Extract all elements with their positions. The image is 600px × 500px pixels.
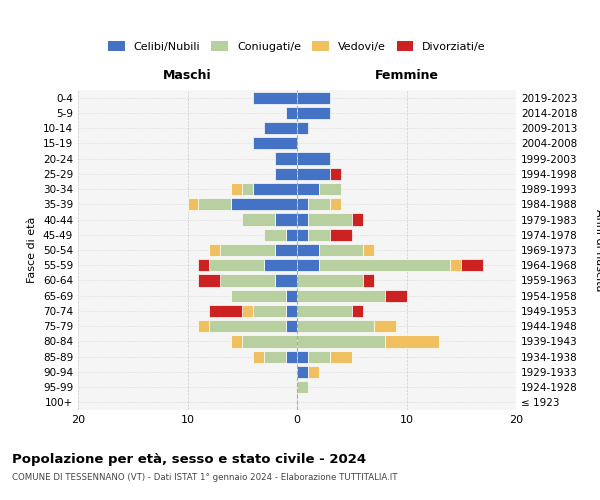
- Bar: [385, 336, 439, 347]
- Bar: [286, 228, 297, 241]
- Bar: [199, 198, 232, 210]
- Bar: [275, 214, 297, 226]
- Bar: [242, 305, 253, 317]
- Bar: [275, 168, 297, 180]
- Bar: [232, 183, 242, 195]
- Bar: [253, 350, 264, 363]
- Bar: [297, 198, 308, 210]
- Bar: [242, 183, 253, 195]
- Bar: [275, 274, 297, 286]
- Bar: [450, 259, 461, 272]
- Bar: [308, 198, 330, 210]
- Bar: [385, 290, 407, 302]
- Y-axis label: Anni di nascita: Anni di nascita: [594, 209, 600, 291]
- Bar: [275, 152, 297, 164]
- Bar: [297, 290, 385, 302]
- Bar: [330, 168, 341, 180]
- Bar: [232, 336, 242, 347]
- Bar: [253, 137, 297, 149]
- Bar: [374, 320, 395, 332]
- Bar: [209, 259, 264, 272]
- Y-axis label: Fasce di età: Fasce di età: [28, 217, 37, 283]
- Bar: [264, 350, 286, 363]
- Bar: [352, 214, 362, 226]
- Bar: [297, 259, 319, 272]
- Bar: [286, 305, 297, 317]
- Bar: [297, 274, 362, 286]
- Bar: [242, 214, 275, 226]
- Bar: [232, 290, 286, 302]
- Bar: [209, 244, 220, 256]
- Bar: [297, 152, 330, 164]
- Bar: [242, 336, 297, 347]
- Bar: [253, 183, 297, 195]
- Bar: [253, 305, 286, 317]
- Bar: [297, 366, 308, 378]
- Bar: [199, 274, 220, 286]
- Bar: [362, 244, 374, 256]
- Bar: [297, 168, 330, 180]
- Bar: [232, 198, 297, 210]
- Bar: [319, 183, 341, 195]
- Bar: [308, 228, 330, 241]
- Bar: [297, 336, 385, 347]
- Bar: [199, 259, 209, 272]
- Bar: [286, 107, 297, 119]
- Bar: [362, 274, 374, 286]
- Bar: [286, 320, 297, 332]
- Bar: [220, 244, 275, 256]
- Bar: [297, 107, 330, 119]
- Bar: [286, 290, 297, 302]
- Bar: [209, 320, 286, 332]
- Bar: [286, 350, 297, 363]
- Text: Popolazione per età, sesso e stato civile - 2024: Popolazione per età, sesso e stato civil…: [12, 452, 366, 466]
- Bar: [297, 214, 308, 226]
- Bar: [264, 122, 297, 134]
- Bar: [330, 350, 352, 363]
- Bar: [319, 244, 362, 256]
- Bar: [352, 305, 362, 317]
- Bar: [330, 198, 341, 210]
- Bar: [308, 214, 352, 226]
- Bar: [297, 350, 308, 363]
- Bar: [297, 92, 330, 104]
- Bar: [264, 228, 286, 241]
- Bar: [275, 244, 297, 256]
- Bar: [297, 320, 374, 332]
- Bar: [187, 198, 199, 210]
- Text: COMUNE DI TESSENNANO (VT) - Dati ISTAT 1° gennaio 2024 - Elaborazione TUTTITALIA: COMUNE DI TESSENNANO (VT) - Dati ISTAT 1…: [12, 472, 398, 482]
- Bar: [253, 92, 297, 104]
- Bar: [199, 320, 209, 332]
- Text: Maschi: Maschi: [163, 69, 212, 82]
- Text: Femmine: Femmine: [374, 69, 439, 82]
- Bar: [297, 381, 308, 393]
- Bar: [209, 305, 242, 317]
- Bar: [297, 228, 308, 241]
- Bar: [308, 350, 330, 363]
- Legend: Celibi/Nubili, Coniugati/e, Vedovi/e, Divorziati/e: Celibi/Nubili, Coniugati/e, Vedovi/e, Di…: [108, 41, 486, 52]
- Bar: [297, 305, 352, 317]
- Bar: [264, 259, 297, 272]
- Bar: [220, 274, 275, 286]
- Bar: [330, 228, 352, 241]
- Bar: [297, 183, 319, 195]
- Bar: [297, 244, 319, 256]
- Bar: [308, 366, 319, 378]
- Bar: [297, 122, 308, 134]
- Bar: [461, 259, 483, 272]
- Bar: [319, 259, 450, 272]
